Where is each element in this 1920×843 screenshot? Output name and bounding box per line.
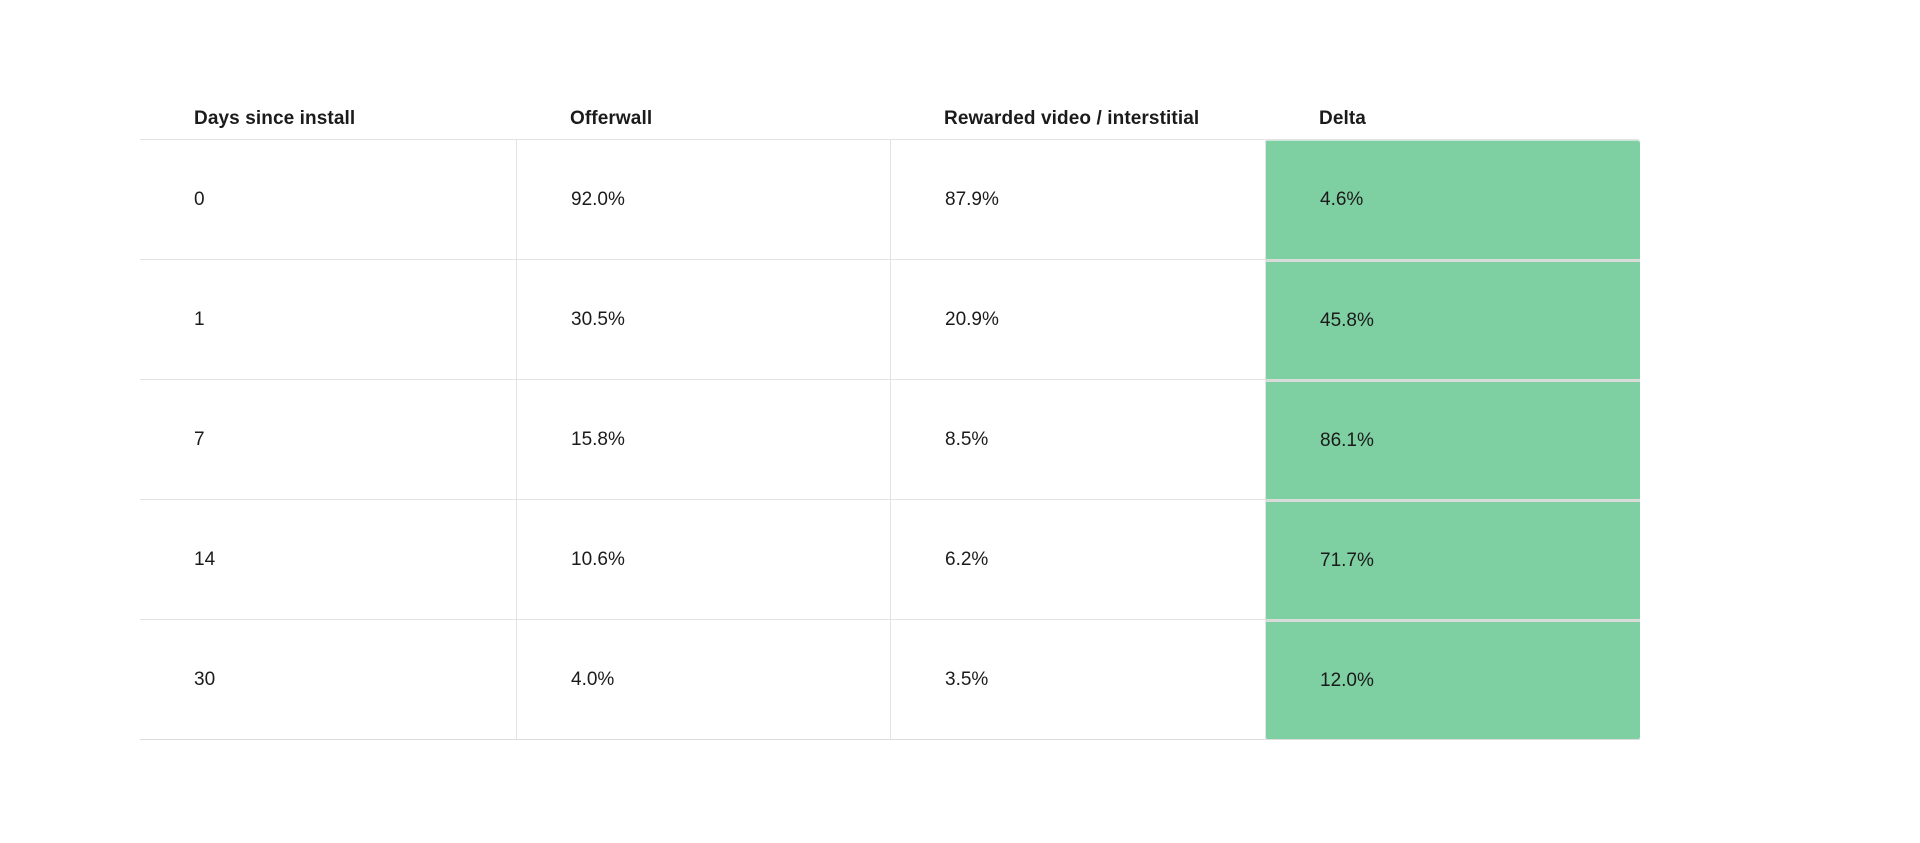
table-row: 1 30.5% 20.9% 45.8% bbox=[140, 259, 1640, 379]
cell-offerwall: 92.0% bbox=[516, 139, 890, 259]
cell-offerwall: 4.0% bbox=[516, 619, 890, 739]
cell-delta-highlighted: 12.0% bbox=[1265, 619, 1640, 739]
column-header-days-since-install: Days since install bbox=[194, 108, 356, 129]
column-header-rewarded-video-interstitial: Rewarded video / interstitial bbox=[944, 108, 1200, 129]
cell-offerwall: 30.5% bbox=[516, 259, 890, 379]
cell-delta-highlighted: 45.8% bbox=[1265, 259, 1640, 379]
cell-rewarded: 20.9% bbox=[890, 259, 1265, 379]
table-header-row: Days since install Offerwall Rewarded vi… bbox=[140, 99, 1640, 139]
cell-days: 7 bbox=[140, 379, 516, 499]
cell-days: 1 bbox=[140, 259, 516, 379]
table-row: 7 15.8% 8.5% 86.1% bbox=[140, 379, 1640, 499]
column-header-delta: Delta bbox=[1319, 108, 1366, 129]
table-row: 14 10.6% 6.2% 71.7% bbox=[140, 499, 1640, 619]
cell-rewarded: 8.5% bbox=[890, 379, 1265, 499]
cell-days: 0 bbox=[140, 139, 516, 259]
cell-delta-highlighted: 71.7% bbox=[1265, 499, 1640, 619]
cell-offerwall: 15.8% bbox=[516, 379, 890, 499]
cell-rewarded: 6.2% bbox=[890, 499, 1265, 619]
cell-days: 30 bbox=[140, 619, 516, 739]
table-body: 0 92.0% 87.9% 4.6% 1 30.5% 20.9% 45.8% 7… bbox=[140, 139, 1640, 740]
cell-rewarded: 3.5% bbox=[890, 619, 1265, 739]
column-header-offerwall: Offerwall bbox=[570, 108, 653, 129]
cell-days: 14 bbox=[140, 499, 516, 619]
cell-rewarded: 87.9% bbox=[890, 139, 1265, 259]
table-row: 30 4.0% 3.5% 12.0% bbox=[140, 619, 1640, 739]
retention-comparison-table: Days since install Offerwall Rewarded vi… bbox=[140, 99, 1640, 740]
cell-delta-highlighted: 4.6% bbox=[1265, 139, 1640, 259]
cell-delta-highlighted: 86.1% bbox=[1265, 379, 1640, 499]
table-row: 0 92.0% 87.9% 4.6% bbox=[140, 139, 1640, 259]
cell-offerwall: 10.6% bbox=[516, 499, 890, 619]
